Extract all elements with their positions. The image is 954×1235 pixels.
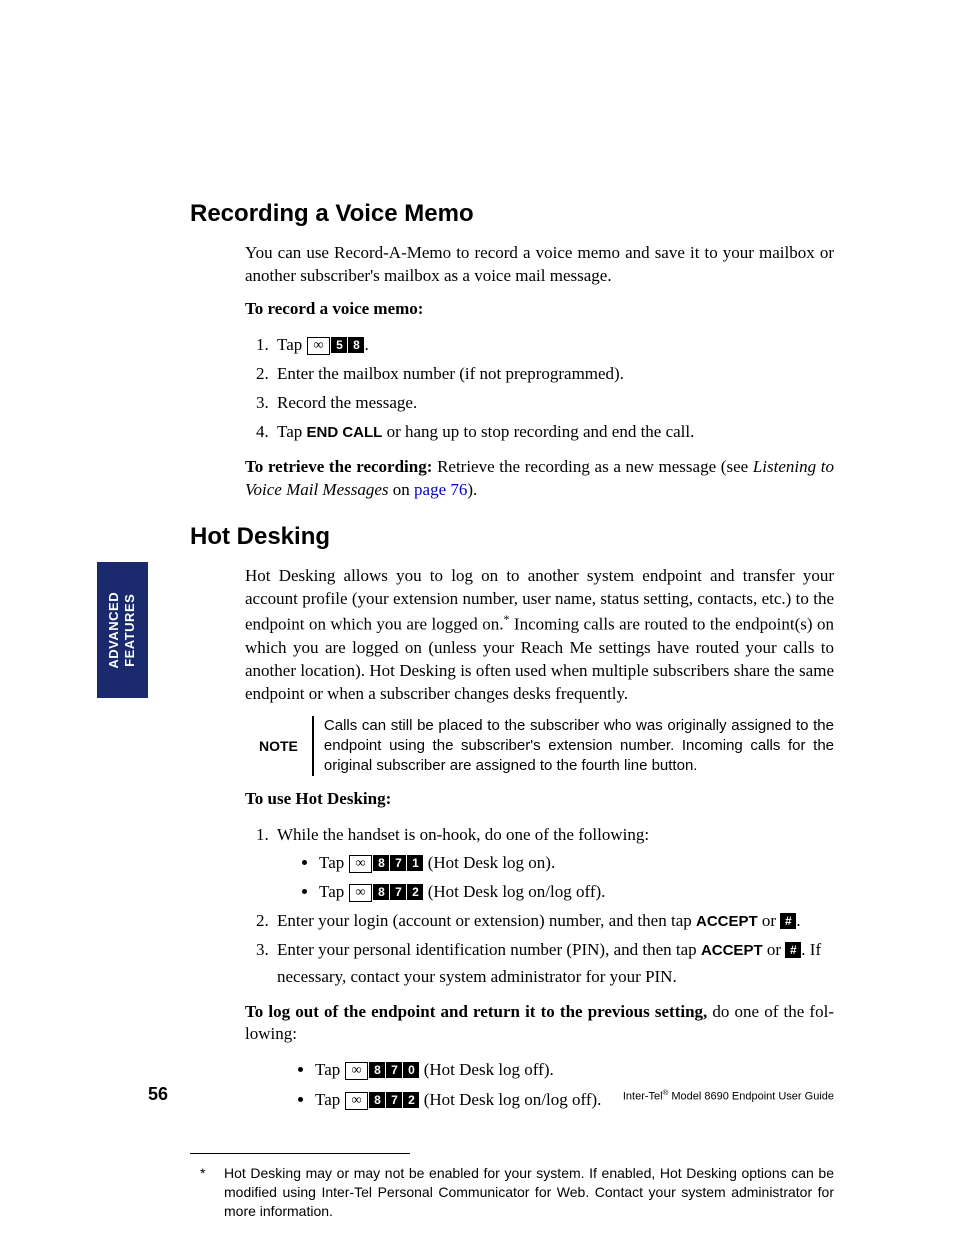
footer-guide: Inter-Tel® Model 8690 Endpoint User Guid… — [623, 1088, 834, 1103]
key-7: 7 — [390, 884, 406, 900]
s1-intro: You can use Record-A-Memo to record a vo… — [245, 242, 834, 288]
s1-step1: Tap ∞58. — [273, 331, 834, 358]
footer-pre: Inter-Tel — [623, 1091, 663, 1103]
key-7: 7 — [390, 855, 406, 871]
infinity-key-icon: ∞ — [349, 884, 373, 902]
note-text: Calls can still be placed to the subscri… — [312, 716, 834, 777]
s1-step4-post: or hang up to stop recording and end the… — [382, 422, 694, 441]
page-footer: 56 Inter-Tel® Model 8690 Endpoint User G… — [148, 1084, 834, 1105]
key-7: 7 — [386, 1062, 402, 1078]
s2-or: or — [758, 911, 781, 930]
heading-hotdesking: Hot Desking — [190, 523, 834, 551]
footnote: * Hot Desking may or may not be enabled … — [190, 1164, 834, 1221]
footer-post: Model 8690 Endpoint User Guide — [668, 1091, 834, 1103]
page-content: Recording a Voice Memo You can use Recor… — [0, 0, 954, 1235]
s2-steps: While the handset is on-hook, do one of … — [273, 821, 834, 990]
s2-step2-a: Enter your login (account or extension) … — [277, 911, 696, 930]
s2-b1-post: (Hot Desk log on). — [423, 853, 555, 872]
page-number: 56 — [148, 1084, 168, 1105]
key-8: 8 — [369, 1062, 385, 1078]
s1-step4: Tap END CALL or hang up to stop recordin… — [273, 418, 834, 445]
hash-key-icon: # — [780, 913, 796, 929]
s2-b2-pre: Tap — [319, 882, 349, 901]
key-8: 8 — [373, 855, 389, 871]
s2-step1: While the handset is on-hook, do one of … — [273, 821, 834, 905]
key-1: 1 — [407, 855, 423, 871]
accept-label-2: ACCEPT — [701, 942, 763, 959]
s2-logout: To log out of the endpoint and return it… — [245, 1001, 834, 1047]
s2-step1-bullets: Tap ∞871 (Hot Desk log on). Tap ∞872 (Ho… — [319, 849, 834, 905]
s1-step1-post: . — [364, 335, 368, 354]
s1-lead: To record a voice memo: — [245, 298, 834, 321]
s1-steps: Tap ∞58. Enter the mailbox number (if no… — [273, 331, 834, 446]
footnote-rule — [190, 1153, 410, 1154]
s1-retrieve-bold: To retrieve the recording: — [245, 457, 437, 476]
infinity-key-icon: ∞ — [345, 1062, 369, 1080]
s2-step3: Enter your personal identification numbe… — [273, 936, 834, 990]
s2-step3-a: Enter your personal identification numbe… — [277, 940, 701, 959]
infinity-key-icon: ∞ — [349, 855, 373, 873]
s2-lo1: Tap ∞870 (Hot Desk log off). — [315, 1056, 834, 1083]
key-8: 8 — [373, 884, 389, 900]
key-8: 8 — [348, 337, 364, 353]
s2-intro: Hot Desking allows you to log on to anot… — [245, 565, 834, 705]
s2-b2: Tap ∞872 (Hot Desk log on/log off). — [319, 878, 834, 905]
s1-step4-pre: Tap — [277, 422, 307, 441]
key-0: 0 — [403, 1062, 419, 1078]
s1-retrieve-text: Retrieve the recording as a new message … — [437, 457, 753, 476]
end-call-label: END CALL — [307, 424, 383, 441]
accept-label: ACCEPT — [696, 913, 758, 930]
s1-step3: Record the message. — [273, 389, 834, 416]
s2-b1-pre: Tap — [319, 853, 349, 872]
s2-b2-post: (Hot Desk log on/log off). — [423, 882, 605, 901]
footnote-mark: * — [190, 1164, 224, 1221]
s2-step1-text: While the handset is on-hook, do one of … — [277, 825, 649, 844]
s2-b1: Tap ∞871 (Hot Desk log on). — [319, 849, 834, 876]
hash-key-icon-2: # — [785, 942, 801, 958]
infinity-key-icon: ∞ — [307, 337, 331, 355]
s2-lead: To use Hot Desking: — [245, 788, 834, 811]
s2-lo1-pre: Tap — [315, 1060, 345, 1079]
note-label: NOTE — [245, 716, 312, 777]
s1-step2: Enter the mailbox number (if not preprog… — [273, 360, 834, 387]
key-5: 5 — [331, 337, 347, 353]
key-2: 2 — [407, 884, 423, 900]
footnote-text: Hot Desking may or may not be enabled fo… — [224, 1164, 834, 1221]
s2-step2-b: . — [796, 911, 800, 930]
page-76-link[interactable]: page 76 — [414, 480, 467, 499]
heading-recording: Recording a Voice Memo — [190, 200, 834, 228]
s2-step2: Enter your login (account or extension) … — [273, 907, 834, 934]
s1-retrieve: To retrieve the recording: Retrieve the … — [245, 456, 834, 502]
s1-retrieve-end: ). — [467, 480, 477, 499]
s1-retrieve-on: on — [389, 480, 415, 499]
s1-step1-pre: Tap — [277, 335, 307, 354]
s2-or-2: or — [763, 940, 786, 959]
s2-lo1-post: (Hot Desk log off). — [419, 1060, 553, 1079]
note-box: NOTE Calls can still be placed to the su… — [245, 716, 834, 777]
s2-logout-bold: To log out of the endpoint and return it… — [245, 1002, 707, 1021]
